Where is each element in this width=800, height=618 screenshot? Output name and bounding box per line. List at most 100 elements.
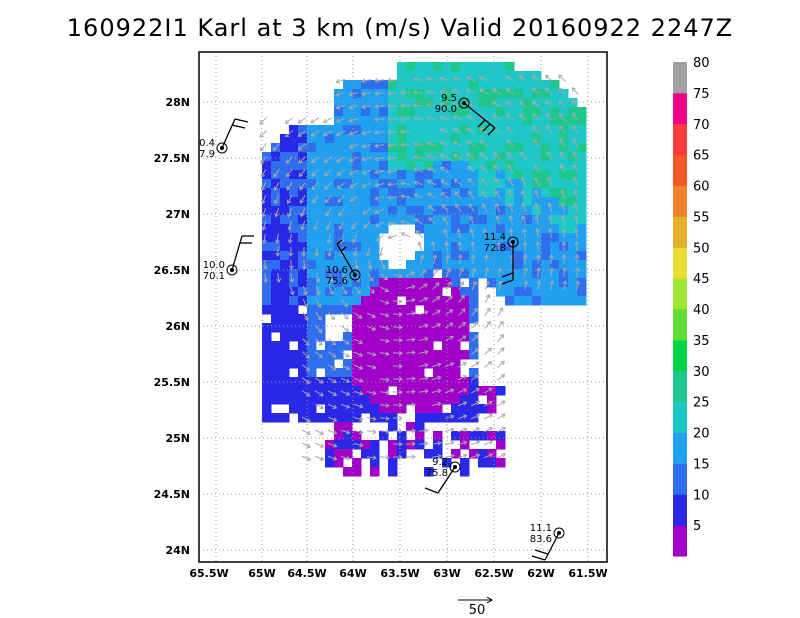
- speed-cell: [298, 332, 308, 342]
- observation-stations: 0.4 7.9 10.0 70.1 10.6 75.6 9.5 90.0: [199, 93, 565, 561]
- speed-cell: [442, 98, 452, 108]
- wind-vector-head: [439, 141, 445, 146]
- speed-cell: [505, 107, 515, 117]
- speed-cell: [388, 323, 398, 333]
- speed-cell: [307, 314, 317, 324]
- speed-cell: [379, 341, 389, 351]
- wind-vector: [533, 164, 540, 173]
- wind-vector: [471, 348, 479, 355]
- wind-vector-head: [361, 183, 367, 188]
- wind-vector: [494, 165, 501, 173]
- speed-cell: [568, 188, 578, 198]
- wind-vector: [519, 113, 527, 121]
- wind-vector-head: [335, 131, 341, 136]
- speed-cell: [379, 125, 389, 135]
- wind-vector: [535, 216, 539, 226]
- wind-vector-head: [329, 290, 335, 296]
- speed-cell: [397, 206, 407, 216]
- wind-vector: [510, 229, 513, 239]
- station-speed: 9.5: [441, 93, 457, 104]
- wind-vector: [400, 118, 411, 120]
- wind-vector-head: [312, 199, 317, 204]
- wind-vector: [431, 455, 441, 458]
- wind-vector-head: [423, 297, 429, 302]
- wind-vector: [362, 79, 372, 82]
- speed-cell: [289, 134, 299, 144]
- speed-cell: [289, 350, 299, 360]
- colorbar-swatch: [673, 92, 687, 125]
- wind-vector-head: [450, 414, 455, 420]
- speed-cell: [487, 197, 497, 207]
- wind-vector-head: [459, 267, 464, 272]
- speed-cell: [451, 152, 461, 162]
- speed-cell: [550, 197, 560, 207]
- wind-vector-head: [535, 228, 540, 233]
- speed-cell: [361, 296, 371, 306]
- wind-vector: [427, 167, 437, 173]
- wind-vector-head: [331, 340, 337, 346]
- wind-vector-head: [441, 204, 446, 209]
- speed-cell: [298, 251, 308, 261]
- wind-vector-head: [319, 456, 325, 461]
- speed-cell: [577, 224, 587, 234]
- speed-cell: [316, 143, 326, 153]
- wind-vector-head: [345, 378, 351, 383]
- wind-vector-head: [492, 114, 497, 119]
- wind-vector-head: [559, 125, 564, 131]
- speed-cell: [361, 80, 371, 90]
- speed-cell: [370, 161, 380, 171]
- wind-vector: [362, 208, 371, 215]
- wind-vector-head: [452, 102, 458, 107]
- wind-vector-head: [424, 323, 429, 329]
- speed-cell: [352, 368, 362, 378]
- speed-cell: [388, 350, 398, 360]
- speed-cell: [379, 386, 389, 396]
- speed-cell: [415, 278, 425, 288]
- wind-vector: [315, 403, 324, 409]
- wind-vector-head: [439, 76, 444, 82]
- speed-cell: [370, 188, 380, 198]
- wind-vector-head: [304, 316, 309, 321]
- wind-vector-head: [499, 307, 504, 312]
- speed-cell: [460, 107, 470, 117]
- wind-vector: [414, 168, 424, 172]
- wind-vector-head: [314, 252, 320, 257]
- speed-cell: [406, 206, 416, 216]
- colorbar-swatch: [673, 185, 687, 217]
- speed-cell: [550, 107, 560, 117]
- wind-vector: [341, 286, 347, 295]
- speed-cell: [388, 413, 398, 423]
- wind-vector-head: [444, 241, 449, 246]
- speed-cell: [406, 377, 416, 387]
- speed-cell: [433, 107, 443, 117]
- speed-cell: [415, 359, 425, 369]
- speed-cell: [442, 125, 452, 135]
- wind-vector: [573, 164, 579, 174]
- speed-cell: [298, 161, 308, 171]
- speed-cell: [397, 368, 407, 378]
- speed-cell: [433, 134, 443, 144]
- speed-cell: [559, 134, 569, 144]
- wind-vector-head: [303, 291, 308, 296]
- speed-cell: [307, 197, 317, 207]
- wind-vector-head: [335, 79, 340, 84]
- speed-cell: [451, 80, 461, 90]
- speed-cell: [478, 89, 488, 99]
- wind-vector: [414, 181, 424, 186]
- wind-vector-head: [424, 375, 429, 381]
- wind-vector: [375, 221, 384, 227]
- wind-vector-head: [370, 289, 375, 294]
- wind-vector-head: [348, 118, 353, 123]
- speed-cell: [262, 377, 272, 387]
- wind-vector-head: [275, 252, 281, 257]
- speed-cell: [370, 305, 380, 315]
- speed-cell: [307, 233, 317, 243]
- speed-cell: [451, 179, 461, 189]
- speed-cell: [451, 287, 461, 297]
- speed-cell: [433, 377, 443, 387]
- speed-cell: [334, 269, 344, 279]
- wind-vector: [367, 273, 374, 282]
- wind-vector-head: [519, 113, 524, 118]
- wind-vector: [315, 377, 324, 384]
- wind-vector: [418, 442, 429, 445]
